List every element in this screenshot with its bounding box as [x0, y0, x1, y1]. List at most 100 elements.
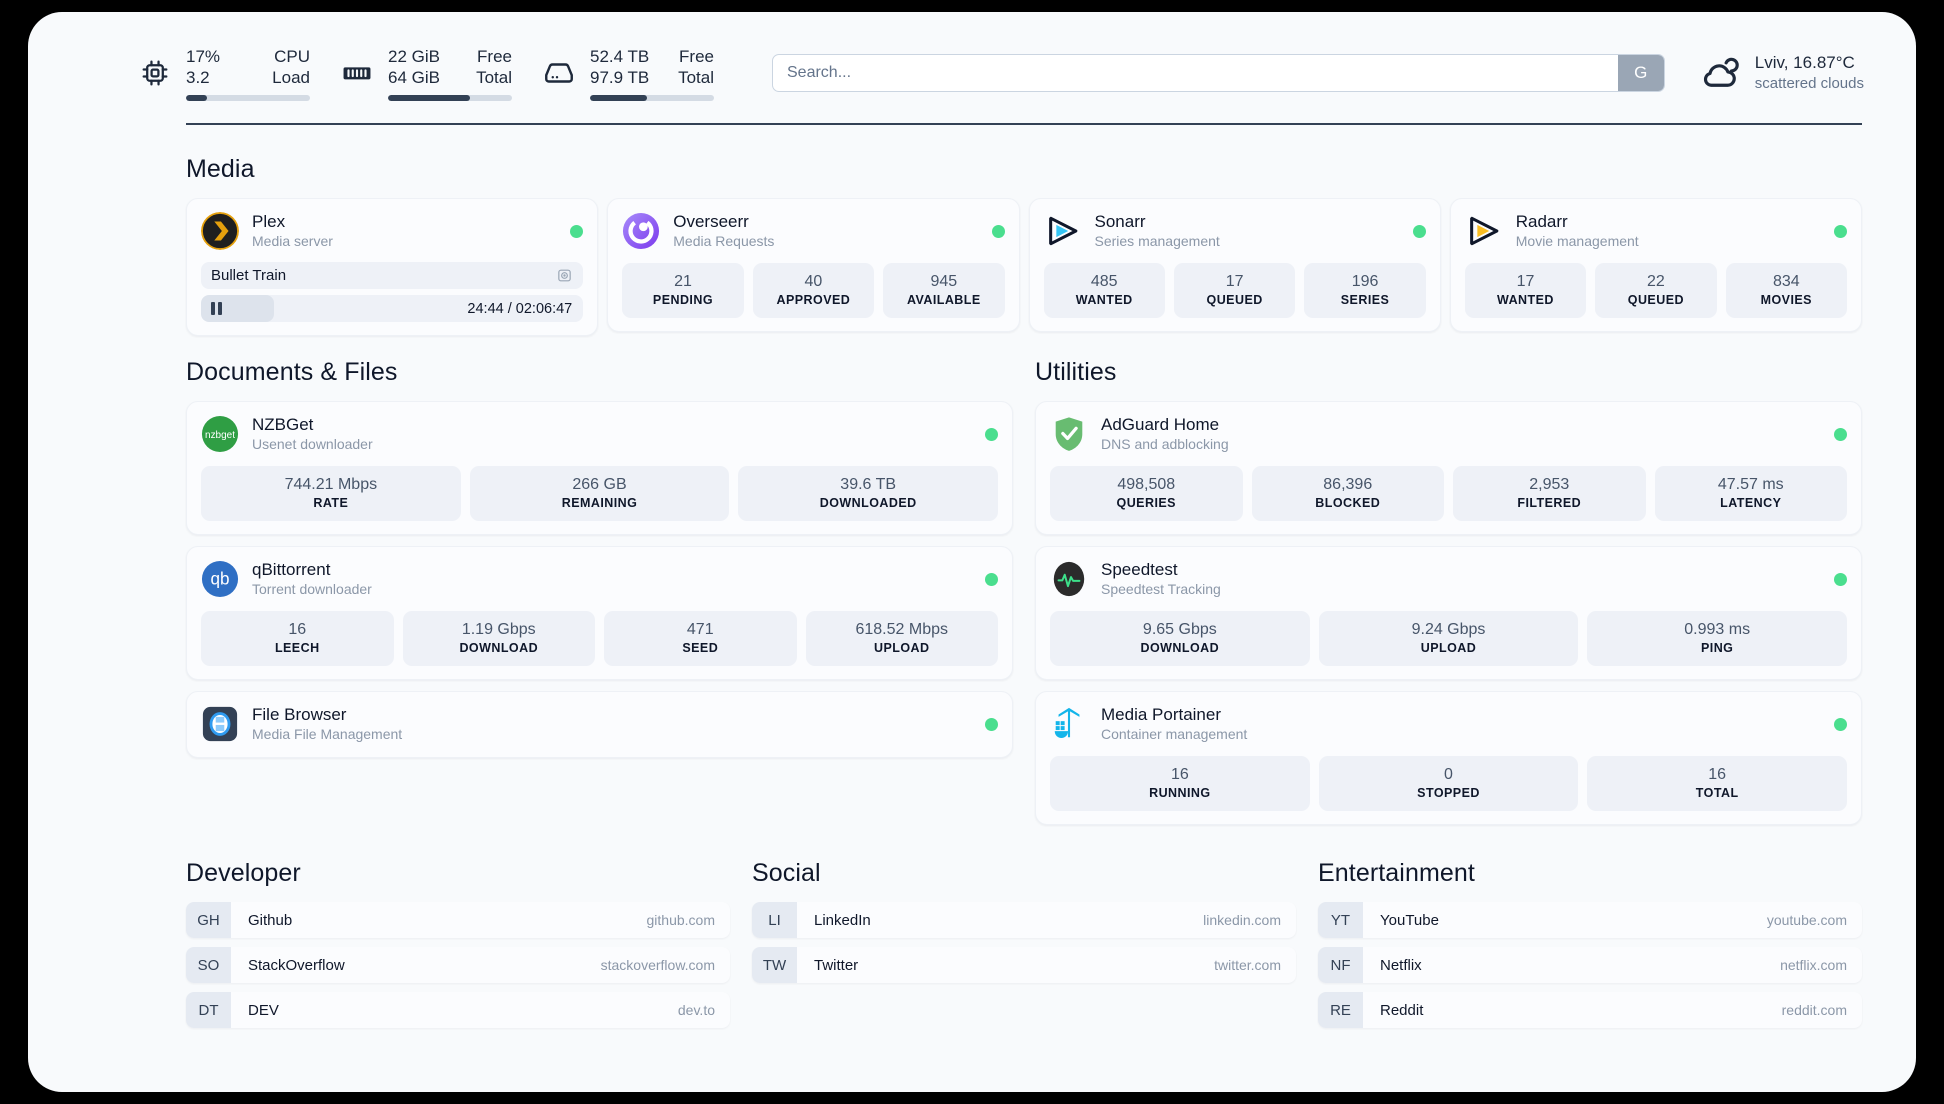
service-name: NZBGet: [252, 415, 314, 434]
media-card-row: Plex Media server Bullet Train 24:44 / 0…: [186, 198, 1862, 336]
bookmark-list: LI LinkedIn linkedin.com TW Twitter twit…: [752, 902, 1296, 983]
service-card-speedtest[interactable]: Speedtest Speedtest Tracking 9.65 Gbps D…: [1035, 546, 1862, 680]
stats-row: 16 RUNNING 0 STOPPED 16 TOTAL: [1050, 756, 1848, 811]
memory-icon: [340, 56, 374, 90]
stat-label: PING: [1700, 641, 1734, 655]
utilities-card-stack: AdGuard Home DNS and adblocking 498,508 …: [1035, 401, 1862, 825]
stat-pill: 47.57 ms LATENCY: [1654, 466, 1847, 521]
radarr-icon: [1465, 212, 1503, 250]
system-stats: 17% 3.2 CPU Load 22 GiB 64 GiB Free: [138, 46, 744, 101]
service-card-file-browser[interactable]: File Browser Media File Management: [186, 691, 1013, 758]
stat-value: 40: [804, 273, 823, 290]
stat-value: 266 GB: [572, 476, 627, 493]
bookmark-url: reddit.com: [1781, 1002, 1847, 1018]
section-title-media: Media: [186, 155, 255, 183]
service-card-media-portainer[interactable]: Media Portainer Container management 16 …: [1035, 691, 1862, 825]
stat-label: QUEUED: [1627, 293, 1684, 307]
bookmark-url: dev.to: [677, 1002, 715, 1018]
qbittorrent-icon: qb: [201, 560, 239, 598]
overseerr-icon: [622, 212, 660, 250]
pause-icon[interactable]: [211, 302, 222, 315]
stats-row: 17 WANTED 22 QUEUED 834 MOVIES: [1464, 263, 1848, 318]
service-card-adguard-home[interactable]: AdGuard Home DNS and adblocking 498,508 …: [1035, 401, 1862, 535]
service-subtitle: Movie management: [1515, 233, 1639, 249]
stats-row: 16 LEECH 1.19 Gbps DOWNLOAD 471 SEED 618…: [201, 611, 998, 666]
stat-pill: 0.993 ms PING: [1587, 611, 1848, 666]
card-header: File Browser Media File Management: [201, 704, 998, 744]
bookmark-item[interactable]: TW Twitter twitter.com: [752, 947, 1296, 983]
service-name: Plex: [252, 212, 286, 231]
stat-value-top: 22 GiB: [388, 47, 440, 66]
stat-label-bottom: Total: [678, 68, 714, 87]
stat-value: 47.57 ms: [1717, 476, 1784, 493]
card-header: AdGuard Home DNS and adblocking: [1050, 414, 1847, 454]
bookmark-item[interactable]: RE Reddit reddit.com: [1318, 992, 1862, 1028]
svg-text:qb: qb: [210, 570, 229, 589]
service-card-nzbget[interactable]: nzbget NZBGet Usenet downloader 744.21 M…: [186, 401, 1013, 535]
stat-progress-bar: [186, 95, 310, 101]
stat-pill: 744.21 Mbps RATE: [201, 466, 461, 521]
stat-pill: 266 GB REMAINING: [469, 466, 730, 521]
card-header: Plex Media server: [201, 211, 584, 251]
bookmark-name: LinkedIn: [814, 911, 871, 929]
stat-value-bottom: 3.2: [186, 68, 210, 87]
status-indicator: [991, 224, 1005, 238]
status-indicator: [570, 224, 584, 238]
service-card-overseerr[interactable]: Overseerr Media Requests 21 PENDING 40 A…: [607, 198, 1020, 332]
stat-progress-bar: [590, 95, 714, 101]
stat-value: 17: [1516, 273, 1535, 290]
card-header: Radarr Movie management: [1465, 211, 1847, 251]
bookmarks-area: Developer GH Github github.com SO StackO…: [186, 859, 1862, 1028]
bookmark-item[interactable]: LI LinkedIn linkedin.com: [752, 902, 1296, 938]
service-card-qbittorrent[interactable]: qb qBittorrent Torrent downloader 16 LEE…: [186, 546, 1013, 680]
search-input[interactable]: [773, 55, 1618, 91]
service-card-sonarr[interactable]: Sonarr Series management 485 WANTED 17 Q…: [1028, 198, 1441, 332]
bookmark-item[interactable]: SO StackOverflow stackoverflow.com: [186, 947, 730, 983]
service-subtitle: Media Requests: [673, 233, 775, 249]
service-subtitle: Usenet downloader: [252, 436, 373, 452]
cast-icon[interactable]: [556, 267, 573, 284]
bookmark-name: Reddit: [1380, 1001, 1424, 1019]
documents-card-stack: nzbget NZBGet Usenet downloader 744.21 M…: [186, 401, 1013, 758]
stat-value: 86,396: [1323, 476, 1373, 493]
bookmark-item[interactable]: YT YouTube youtube.com: [1318, 902, 1862, 938]
stat-value: 485: [1090, 273, 1118, 290]
stat-pill: 1.19 Gbps DOWNLOAD: [402, 611, 595, 666]
stat-label: DOWNLOAD: [459, 641, 539, 655]
stat-pill: 618.52 Mbps UPLOAD: [805, 611, 998, 666]
section-title-documents: Documents & Files: [186, 358, 398, 386]
bookmark-abbr: GH: [186, 902, 231, 938]
stat-value-top: 52.4 TB: [590, 47, 650, 66]
search-box[interactable]: G: [772, 54, 1665, 92]
stat-value-top: 17%: [186, 47, 221, 66]
stat-value: 2,953: [1529, 476, 1570, 493]
playback-progress[interactable]: 24:44 / 02:06:47: [201, 295, 584, 322]
bookmark-abbr: YT: [1318, 902, 1363, 938]
stats-row: 744.21 Mbps RATE 266 GB REMAINING 39.6 T…: [201, 466, 999, 521]
stat-value: 471: [686, 621, 714, 638]
service-name: Media Portainer: [1101, 705, 1222, 724]
status-indicator: [1834, 224, 1847, 238]
bookmark-item[interactable]: GH Github github.com: [186, 902, 730, 938]
stat-pill: 834 MOVIES: [1725, 263, 1848, 318]
stat-value: 16: [288, 621, 307, 638]
service-name: Radarr: [1515, 212, 1568, 231]
bookmark-item[interactable]: DT DEV dev.to: [186, 992, 730, 1028]
service-card-radarr[interactable]: Radarr Movie management 17 WANTED 22 QUE…: [1449, 198, 1862, 332]
playback-time: 24:44 / 02:06:47: [467, 300, 573, 317]
adguard-icon: [1050, 415, 1088, 453]
now-playing-title: Bullet Train: [211, 267, 287, 284]
bookmark-list: YT YouTube youtube.com NF Netflix netfli…: [1318, 902, 1862, 1028]
stat-label: UPLOAD: [1420, 641, 1477, 655]
stats-row: 485 WANTED 17 QUEUED 196 SERIES: [1043, 263, 1426, 318]
search-submit-button[interactable]: G: [1617, 55, 1664, 91]
bookmark-abbr: NF: [1318, 947, 1363, 983]
bookmark-item[interactable]: NF Netflix netflix.com: [1318, 947, 1862, 983]
stat-pill: 16 LEECH: [201, 611, 394, 666]
bookmark-group-title: Developer: [186, 859, 301, 887]
stat-pill: 17 QUEUED: [1173, 263, 1296, 318]
bookmark-name: YouTube: [1380, 911, 1439, 929]
bookmark-group-title: Entertainment: [1318, 859, 1475, 887]
service-card-plex[interactable]: Plex Media server Bullet Train 24:44 / 0…: [186, 198, 599, 336]
service-name: qBittorrent: [252, 560, 331, 579]
